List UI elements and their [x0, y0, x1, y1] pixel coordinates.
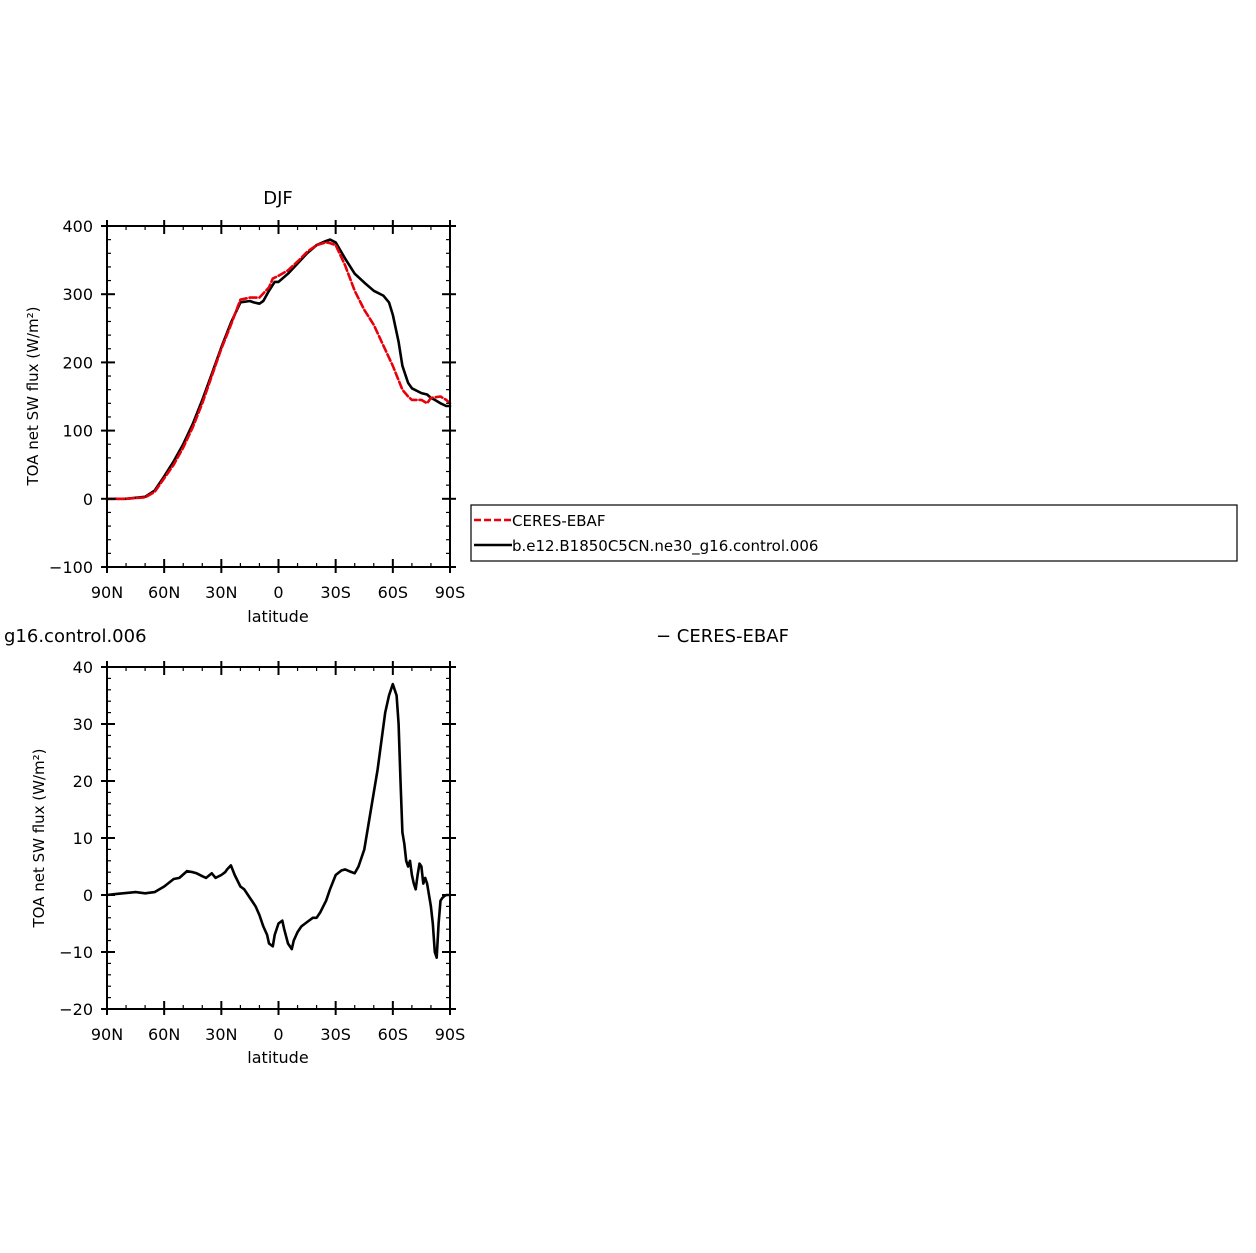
bottom-chart-title-right: − CERES-EBAF [656, 626, 789, 647]
top-chart-series-line-model [105, 238, 452, 501]
top-chart-x-tick-label: 30S [320, 583, 351, 602]
bottom-chart-x-tick-label: 30N [205, 1025, 237, 1044]
bottom-chart-x-tick-label: 0 [273, 1025, 283, 1044]
top-chart-y-tick-label: 100 [62, 422, 93, 441]
bottom-chart-y-tick-label: 0 [83, 886, 93, 905]
top-chart-x-tick-label: 30N [205, 583, 237, 602]
bottom-chart-y-tick-label: 30 [73, 715, 93, 734]
top-chart-x-tick-label: 0 [273, 583, 283, 602]
bottom-chart-series-line-model [105, 682, 452, 960]
top-chart-title: DJF [263, 188, 293, 209]
bottom-chart-x-tick-label: 60S [378, 1025, 409, 1044]
top-chart-y-tick-label: 200 [62, 353, 93, 372]
top-chart-axes: −100 0 100 200 300 400 90N 60N 30N 0 30S 60S 90S [49, 217, 465, 602]
bottom-chart-x-axis-label: latitude [247, 1048, 308, 1067]
bottom-chart-title-left: g16.control.006 [4, 626, 147, 647]
top-chart-series-line-ceres [105, 241, 452, 501]
bottom-chart-axes: −20 −10 0 10 20 30 40 90N 60N 30N 0 30S 60S 90S [59, 658, 465, 1044]
top-chart-frame [106, 225, 451, 568]
legend-label-model: b.e12.B1850C5CN.ne30_g16.control.006 [512, 537, 818, 556]
top-chart-y-tick-label: 400 [62, 217, 93, 236]
top-chart-y-tick-label: 0 [83, 490, 93, 509]
top-chart-y-tick-label: 300 [62, 285, 93, 304]
top-chart-panel: DJF −100 0 100 200 300 400 90N 60N 30N 0 30S 60S 90S… [24, 188, 465, 626]
bottom-chart-y-tick-label: 20 [73, 772, 93, 791]
top-chart-x-tick-label: 60N [148, 583, 180, 602]
bottom-chart-x-tick-label: 90N [91, 1025, 123, 1044]
top-chart-y-axis-label: TOA net SW flux (W/m²) [24, 306, 42, 486]
top-chart-x-axis-label: latitude [247, 607, 308, 626]
bottom-chart-y-tick-label: −10 [59, 943, 93, 962]
top-chart-x-tick-label: 90N [91, 583, 123, 602]
top-chart-y-tick-label: −100 [49, 558, 93, 577]
bottom-chart-x-tick-label: 90S [435, 1025, 466, 1044]
bottom-chart-y-axis-label: TOA net SW flux (W/m²) [30, 748, 48, 928]
bottom-chart-x-tick-label: 30S [320, 1025, 351, 1044]
chart-legend: CERES-EBAF b.e12.B1850C5CN.ne30_g16.cont… [470, 504, 1238, 562]
bottom-chart-x-tick-label: 60N [148, 1025, 180, 1044]
top-chart-plot-area [105, 238, 452, 501]
legend-label-ceres: CERES-EBAF [512, 512, 605, 530]
bottom-chart-plot-area [105, 682, 452, 960]
bottom-chart-panel: −20 −10 0 10 20 30 40 90N 60N 30N 0 30S 60S 90S latit… [30, 658, 465, 1067]
top-chart-x-tick-label: 90S [435, 583, 466, 602]
legend-frame [470, 504, 1238, 562]
bottom-chart-y-tick-label: −20 [59, 1000, 93, 1019]
bottom-chart-y-tick-label: 10 [73, 829, 93, 848]
top-chart-x-tick-label: 60S [378, 583, 409, 602]
bottom-chart-y-tick-label: 40 [73, 658, 93, 677]
